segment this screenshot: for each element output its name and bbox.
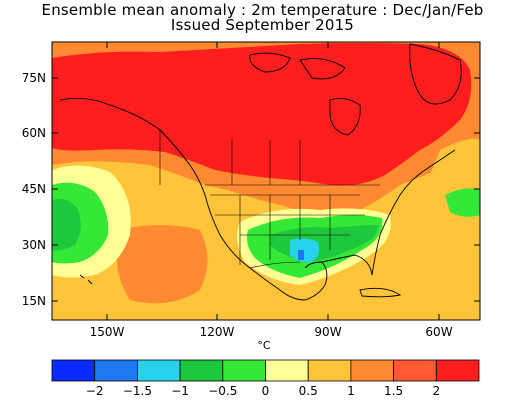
- lat-label-60n: 60N: [22, 126, 46, 140]
- map-panel: [52, 42, 480, 320]
- colorbar-tick-label: 0.5: [299, 384, 318, 398]
- lon-label-60w: 60W: [425, 325, 452, 339]
- anomaly-region-cold-core: [298, 250, 304, 260]
- anomaly-region-mild-cool-atlantic: [445, 188, 480, 217]
- lat-label-15n: 15N: [22, 294, 46, 308]
- colorbar-tick-label: 2: [432, 384, 440, 398]
- map-title: Ensemble mean anomaly : 2m temperature :…: [41, 1, 484, 19]
- colorbar-tick-label: −0.5: [208, 384, 237, 398]
- lat-label-75n: 75N: [22, 71, 46, 85]
- anomaly-region-cold-texas: [290, 238, 320, 263]
- colorbar-tick-label: 0: [262, 384, 270, 398]
- political-borders: [159, 130, 380, 269]
- map-frame: [51, 41, 481, 321]
- colorbar-swatch: [265, 359, 309, 382]
- coastlines: [59, 43, 462, 301]
- unit-label: °C: [257, 339, 271, 352]
- lon-label-150w: 150W: [90, 325, 125, 339]
- colorbar-tick-label: −1: [171, 384, 189, 398]
- colorbar-swatch: [435, 359, 480, 382]
- anomaly-region-strong-warm-north: [52, 43, 472, 186]
- lon-label-90w: 90W: [314, 325, 341, 339]
- anomaly-region-cool-pacific: [52, 198, 81, 251]
- lat-label-45n: 45N: [22, 182, 46, 196]
- lat-label-30n: 30N: [22, 238, 46, 252]
- colorbar: [51, 359, 480, 382]
- colorbar-tick-label: −1.5: [123, 384, 152, 398]
- colorbar-tick-label: 1: [347, 384, 355, 398]
- axis-ticks: [52, 42, 480, 320]
- colorbar-swatch: [307, 359, 352, 382]
- map-subtitle: Issued September 2015: [170, 16, 355, 34]
- colorbar-swatch: [179, 359, 224, 382]
- anomaly-region-moderate-warm-south: [116, 225, 208, 304]
- colorbar-swatch: [51, 359, 96, 382]
- colorbar-tick-label: −2: [86, 384, 104, 398]
- colorbar-swatch: [222, 359, 266, 382]
- colorbar-swatch: [393, 359, 437, 382]
- colorbar-swatch: [136, 359, 181, 382]
- lon-label-120w: 120W: [200, 325, 235, 339]
- colorbar-tick-label: 1.5: [384, 384, 403, 398]
- colorbar-labels: −2 −1.5 −1 −0.5 0 0.5 1 1.5 2: [86, 384, 440, 398]
- colorbar-swatch: [350, 359, 394, 382]
- colorbar-swatch: [94, 359, 138, 382]
